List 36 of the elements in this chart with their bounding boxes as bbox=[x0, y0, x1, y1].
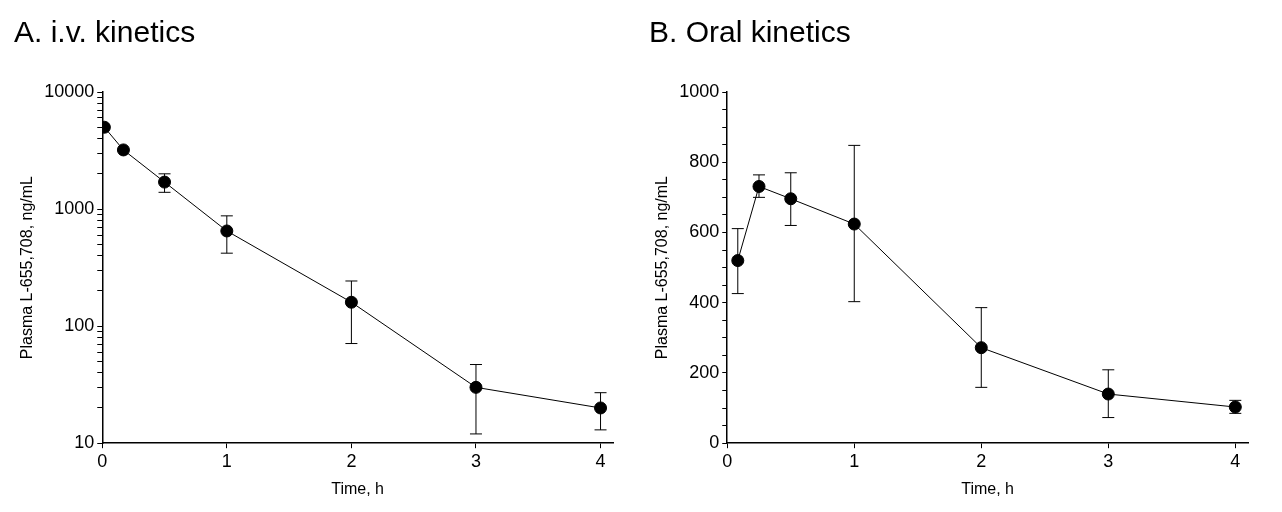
chart-title: B. Oral kinetics bbox=[649, 15, 851, 49]
x-tick-label: 0 bbox=[97, 450, 108, 471]
x-tick-label: 4 bbox=[1230, 450, 1241, 471]
point bbox=[974, 341, 988, 355]
point bbox=[220, 224, 234, 238]
point bbox=[847, 217, 861, 231]
point bbox=[594, 401, 608, 415]
x-tick-label: 2 bbox=[976, 450, 987, 471]
y-tick-label: 1000 bbox=[54, 198, 95, 219]
y-tick-label: 0 bbox=[709, 432, 720, 453]
y-tick-label: 1000 bbox=[679, 80, 720, 101]
point bbox=[784, 192, 798, 206]
point bbox=[116, 143, 130, 157]
x-tick-label: 1 bbox=[849, 450, 860, 471]
point bbox=[731, 254, 745, 268]
x-tick-label: 3 bbox=[1103, 450, 1114, 471]
chart-title: A. i.v. kinetics bbox=[14, 15, 196, 49]
x-tick-label: 4 bbox=[595, 450, 606, 471]
point bbox=[344, 295, 358, 309]
x-axis-title: Time, h bbox=[331, 479, 384, 497]
x-tick-label: 3 bbox=[470, 450, 481, 471]
y-tick-label: 800 bbox=[689, 151, 720, 172]
x-tick-label: 2 bbox=[346, 450, 357, 471]
y-tick-label: 10 bbox=[74, 432, 95, 453]
y-tick-label: 200 bbox=[689, 361, 720, 382]
y-tick-label: 400 bbox=[689, 291, 720, 312]
point bbox=[1101, 387, 1115, 401]
y-axis-title: Plasma L-655,708, ng/mL bbox=[653, 175, 671, 360]
y-tick-label: 600 bbox=[689, 221, 720, 242]
y-tick-label: 100 bbox=[64, 315, 95, 336]
y-tick-label: 10000 bbox=[44, 80, 95, 101]
y-axis-title: Plasma L-655,708, ng/mL bbox=[18, 175, 36, 360]
x-tick-label: 1 bbox=[221, 450, 232, 471]
point bbox=[158, 175, 172, 189]
x-axis-title: Time, h bbox=[961, 479, 1014, 497]
x-tick-label: 0 bbox=[722, 450, 733, 471]
